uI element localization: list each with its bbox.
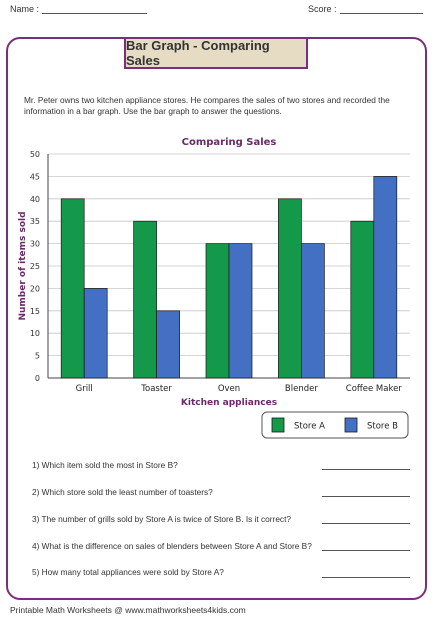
y-tick-label: 15 bbox=[30, 307, 40, 316]
worksheet-title: Bar Graph - Comparing Sales bbox=[124, 37, 308, 69]
bar-store-a-toaster bbox=[133, 220, 157, 379]
answer-line-4[interactable] bbox=[322, 550, 410, 551]
answer-line-3[interactable] bbox=[322, 523, 410, 524]
legend-label: Store A bbox=[294, 422, 325, 432]
x-tick-label: Coffee Maker bbox=[346, 384, 403, 394]
y-tick-label: 25 bbox=[30, 262, 40, 271]
bar-store-a-oven bbox=[205, 243, 230, 379]
question-2: 2) Which store sold the least number of … bbox=[32, 487, 213, 497]
question-3: 3) The number of grills sold by Store A … bbox=[32, 514, 292, 524]
name-label: Name : bbox=[10, 4, 40, 14]
legend-swatch bbox=[271, 417, 285, 433]
y-axis-label: Number of items sold bbox=[18, 211, 28, 320]
y-tick-label: 40 bbox=[30, 195, 40, 204]
y-tick-label: 20 bbox=[30, 284, 40, 293]
bar-store-a-coffee-maker bbox=[350, 220, 375, 379]
y-tick-label: 45 bbox=[30, 172, 40, 181]
bar-store-b-toaster bbox=[156, 310, 180, 379]
x-tick-label: Blender bbox=[285, 384, 318, 394]
y-tick-label: 30 bbox=[30, 240, 40, 249]
name-answer-line[interactable] bbox=[42, 13, 147, 14]
question-5: 5) How many total appliances were sold b… bbox=[32, 567, 224, 577]
bar-store-b-blender bbox=[301, 243, 325, 379]
y-tick-label: 10 bbox=[30, 329, 40, 338]
legend-label: Store B bbox=[367, 422, 398, 432]
legend-swatch bbox=[344, 417, 358, 433]
answer-line-1[interactable] bbox=[322, 469, 410, 470]
bar-store-a-blender bbox=[278, 198, 302, 379]
intro-text: Mr. Peter owns two kitchen appliance sto… bbox=[24, 95, 390, 116]
footer-text: Printable Math Worksheets @ www.mathwork… bbox=[10, 605, 246, 615]
x-tick-label: Toaster bbox=[140, 384, 172, 394]
y-tick-label: 0 bbox=[35, 374, 40, 383]
y-tick-label: 50 bbox=[30, 150, 40, 159]
chart-title: Comparing Sales bbox=[182, 137, 277, 148]
bar-store-a-grill bbox=[60, 198, 85, 379]
question-4: 4) What is the difference on sales of bl… bbox=[32, 541, 312, 551]
score-label: Score : bbox=[308, 4, 337, 14]
answer-line-5[interactable] bbox=[322, 577, 410, 578]
score-answer-line[interactable] bbox=[340, 13, 423, 14]
bar-store-b-grill bbox=[83, 288, 108, 379]
answer-line-2[interactable] bbox=[322, 496, 410, 497]
y-tick-label: 5 bbox=[35, 352, 40, 361]
bar-store-b-oven bbox=[228, 243, 253, 379]
question-1: 1) Which item sold the most in Store B? bbox=[32, 460, 178, 470]
x-tick-label: Grill bbox=[76, 384, 93, 394]
x-tick-label: Oven bbox=[218, 384, 240, 394]
x-axis-label: Kitchen appliances bbox=[181, 398, 277, 408]
y-tick-label: 35 bbox=[30, 217, 40, 226]
bar-store-b-coffee-maker bbox=[373, 176, 398, 379]
legend-box bbox=[261, 411, 409, 439]
